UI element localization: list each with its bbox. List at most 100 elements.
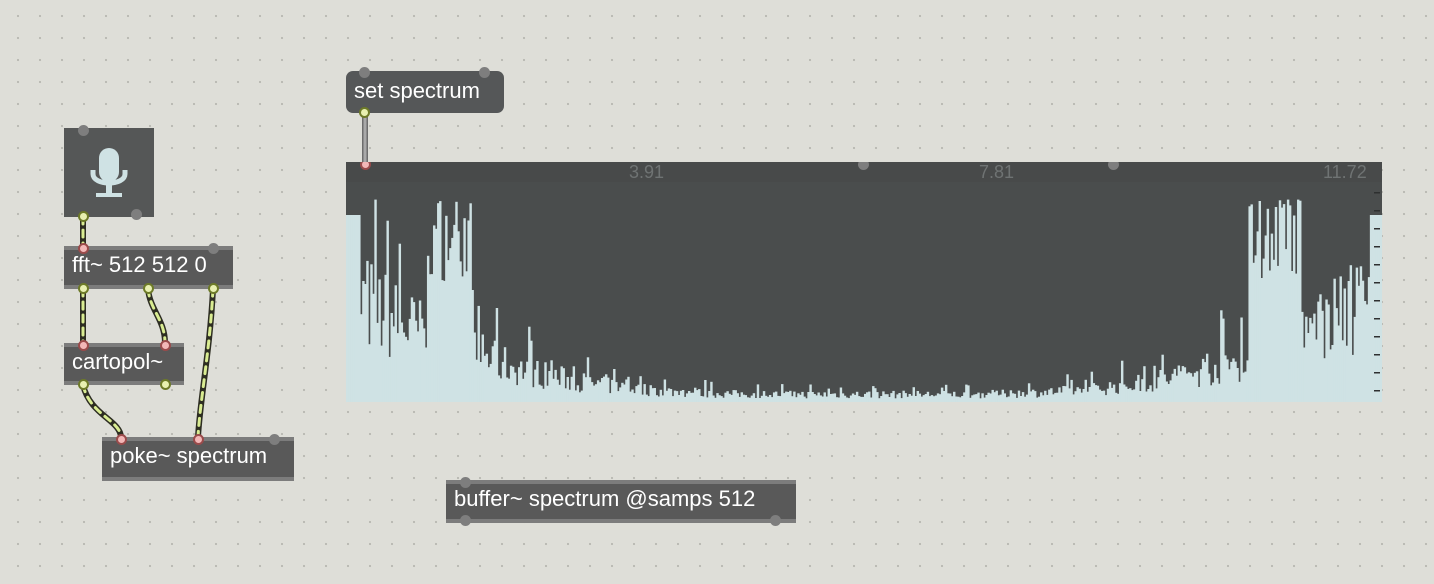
signal-inlet[interactable] bbox=[193, 434, 204, 445]
outlet[interactable] bbox=[460, 515, 471, 526]
spectrum-bar bbox=[544, 362, 547, 402]
spectrum-bar bbox=[1377, 215, 1381, 402]
inlet[interactable] bbox=[78, 125, 89, 136]
spectrum-bar bbox=[364, 284, 367, 402]
spectrum-bar bbox=[1264, 235, 1268, 402]
spectrum-bar bbox=[1339, 276, 1342, 402]
set-spectrum-message[interactable]: set spectrum bbox=[346, 67, 504, 118]
spectrum-bar bbox=[1145, 391, 1148, 402]
spectrum-bar bbox=[698, 389, 701, 402]
spectrum-bar bbox=[439, 201, 442, 402]
spectrum-bar bbox=[495, 308, 499, 402]
spectrum-bar bbox=[1325, 299, 1328, 402]
cartopol-object[interactable]: cartopol~ bbox=[64, 340, 184, 390]
spectrum-bar bbox=[1369, 215, 1373, 402]
spectrum-bar bbox=[722, 397, 725, 402]
spectrum-bar bbox=[526, 361, 529, 402]
spectrum-bar bbox=[1375, 215, 1379, 402]
spectrum-bar bbox=[422, 328, 426, 402]
outlet[interactable] bbox=[770, 515, 781, 526]
scale-tick bbox=[1374, 354, 1380, 356]
spectrum-bar bbox=[971, 395, 974, 402]
spectrum-bar bbox=[1280, 207, 1284, 402]
signal-outlet[interactable] bbox=[143, 283, 154, 294]
spectrum-bar bbox=[1242, 372, 1245, 402]
spectrum-bar bbox=[1159, 370, 1162, 402]
spectrum-bar bbox=[659, 389, 663, 402]
outlet[interactable] bbox=[359, 107, 370, 118]
poke-object[interactable]: poke~ spectrum bbox=[102, 434, 294, 481]
spectrum-bar bbox=[1143, 366, 1146, 402]
inlet[interactable] bbox=[858, 162, 869, 170]
spectrum-bar bbox=[517, 367, 521, 402]
spectrum-bar bbox=[1199, 369, 1203, 402]
inlet[interactable] bbox=[460, 477, 471, 488]
spectrum-bar bbox=[635, 386, 638, 402]
spectrum-plotter[interactable]: 3.91 7.81 11.72 bbox=[346, 162, 1382, 402]
spectrum-bar bbox=[394, 285, 397, 402]
inlet[interactable] bbox=[208, 243, 219, 254]
spectrum-bar bbox=[888, 397, 891, 402]
spectrum-bar bbox=[362, 281, 365, 402]
spectrum-bar bbox=[704, 380, 707, 402]
signal-inlet[interactable] bbox=[78, 243, 89, 254]
spectrum-bar bbox=[530, 340, 533, 402]
scale-tick bbox=[1374, 228, 1380, 230]
ruler-label: 11.72 bbox=[1323, 162, 1367, 182]
spectrum-bar bbox=[1074, 391, 1077, 402]
spectrum-bar bbox=[1268, 270, 1272, 402]
outlet[interactable] bbox=[131, 209, 142, 220]
spectrum-bar bbox=[1125, 386, 1128, 402]
spectrum-bar bbox=[764, 395, 768, 402]
spectrum-bar bbox=[1044, 390, 1047, 402]
spectrum-bar bbox=[1094, 385, 1098, 402]
spectrum-bar bbox=[813, 394, 816, 402]
spectrum-bar bbox=[740, 392, 743, 402]
spectrum-bar bbox=[1054, 392, 1057, 402]
spectrum-bar bbox=[744, 395, 748, 402]
spectrum-bar bbox=[1367, 277, 1371, 402]
ezadc-microphone[interactable] bbox=[64, 125, 154, 222]
spectrum-bar bbox=[1290, 271, 1294, 402]
spectrum-bar bbox=[746, 397, 750, 402]
signal-inlet[interactable] bbox=[160, 340, 171, 351]
spectrum-bar bbox=[1292, 215, 1296, 402]
signal-outlet[interactable] bbox=[78, 379, 89, 390]
spectrum-bar bbox=[1165, 381, 1168, 402]
spectrum-bar bbox=[1347, 281, 1351, 402]
buffer-object[interactable]: buffer~ spectrum @samps 512 bbox=[446, 477, 796, 526]
spectrum-bar bbox=[1179, 371, 1183, 402]
spectrum-bar bbox=[776, 395, 780, 402]
spectrum-bar bbox=[1052, 394, 1055, 402]
spectrum-bar bbox=[890, 393, 893, 402]
spectrum-bar bbox=[1256, 231, 1259, 402]
spectrum-bar bbox=[833, 393, 837, 402]
spectrum-bar bbox=[959, 397, 962, 402]
spectrum-bar bbox=[1262, 258, 1266, 402]
fft-object[interactable]: fft~ 512 512 0 bbox=[64, 243, 233, 294]
signal-outlet[interactable] bbox=[78, 283, 89, 294]
inlet[interactable] bbox=[269, 434, 280, 445]
signal-outlet[interactable] bbox=[208, 283, 219, 294]
signal-cable bbox=[80, 382, 124, 440]
signal-inlet[interactable] bbox=[116, 434, 127, 445]
spectrum-bar bbox=[987, 392, 990, 402]
spectrum-bar bbox=[465, 271, 468, 402]
scale-tick bbox=[1374, 318, 1380, 320]
signal-inlet[interactable] bbox=[78, 340, 89, 351]
spectrum-bar bbox=[550, 360, 553, 402]
signal-inlet[interactable] bbox=[360, 162, 371, 170]
spectrum-bar bbox=[973, 394, 976, 402]
spectrum-bar bbox=[1333, 278, 1336, 402]
spectrum-bar bbox=[1025, 394, 1029, 402]
inlet[interactable] bbox=[359, 67, 370, 78]
spectrum-bar bbox=[1129, 388, 1132, 402]
inlet[interactable] bbox=[479, 67, 490, 78]
signal-outlet[interactable] bbox=[78, 211, 89, 222]
spectrum-bar bbox=[694, 387, 697, 402]
inlet[interactable] bbox=[1108, 162, 1119, 170]
spectrum-bar bbox=[708, 391, 711, 402]
spectrum-bar bbox=[1029, 391, 1033, 402]
spectrum-bar bbox=[493, 340, 497, 402]
signal-outlet[interactable] bbox=[160, 379, 171, 390]
